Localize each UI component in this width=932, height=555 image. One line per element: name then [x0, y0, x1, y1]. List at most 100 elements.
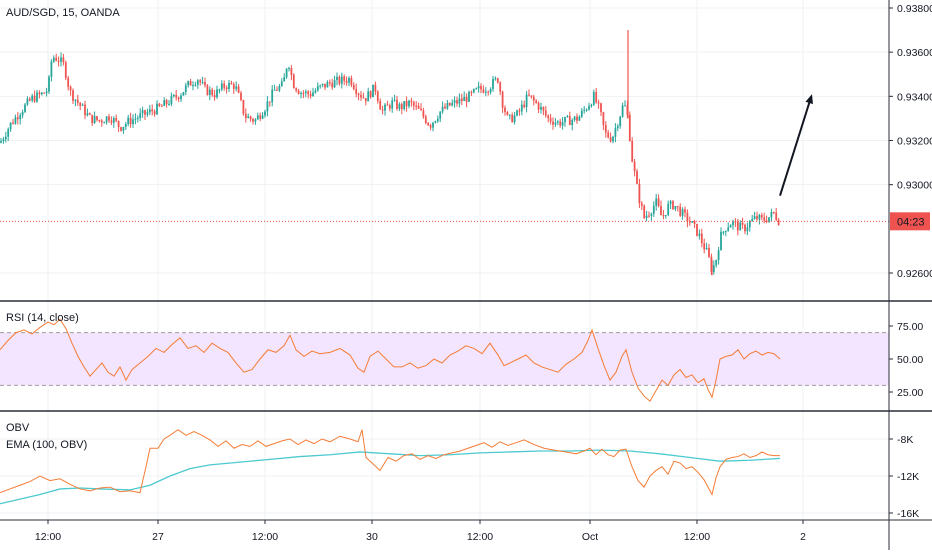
candle-down [643, 205, 646, 218]
rsi-tick-label: 75.00 [897, 321, 923, 333]
candle-down [638, 183, 641, 204]
candle-up [616, 126, 619, 129]
candle-up [340, 76, 343, 84]
candle-down [12, 122, 14, 124]
candle-up [271, 89, 274, 103]
candle-up [254, 119, 257, 122]
candle-down [480, 86, 482, 90]
price-axis[interactable]: 0.93800 0.93600 0.93400 0.93200 0.93000 0.926… [889, 3, 932, 520]
price-panel[interactable]: AUD/SGD, 15, OANDA [0, 7, 889, 276]
candle-up [722, 231, 725, 233]
price-tick-label: 0.93600 [897, 47, 932, 59]
candle-up [561, 122, 564, 126]
candle-down [523, 104, 526, 108]
rsi-band [0, 332, 889, 386]
candle-up [372, 84, 374, 98]
candle-down [67, 78, 70, 87]
candle-down [396, 99, 398, 109]
candle-down [33, 95, 36, 102]
candle-up [472, 89, 475, 93]
candle-up [655, 198, 658, 206]
candle-up [583, 109, 586, 111]
candle-down [290, 68, 293, 75]
candle-up [475, 88, 478, 90]
candle-up [19, 115, 22, 120]
candle-down [417, 105, 420, 109]
candle-up [436, 118, 439, 122]
candle-down [547, 115, 550, 118]
candle-up [384, 104, 386, 111]
candle-down [482, 89, 485, 93]
current-price-marker: 04:23 [890, 212, 930, 231]
candle-down [98, 120, 101, 122]
candle-down [535, 100, 538, 103]
candle-up [122, 126, 125, 131]
obv-panel[interactable]: OBV EMA (100, OBV) [0, 422, 781, 505]
candle-up [348, 77, 350, 83]
time-axis[interactable]: 12:00 27 12:00 30 12:00 Oct 12:00 2 [35, 520, 806, 543]
candle-down [544, 110, 547, 116]
time-tick-label: 12:00 [252, 531, 278, 543]
candle-up [691, 221, 694, 223]
candle-up [463, 96, 466, 101]
candle-up [398, 104, 401, 109]
candle-down [100, 120, 103, 123]
candle-down [684, 209, 686, 213]
candle-down [422, 110, 425, 117]
candle-down [424, 116, 427, 123]
candle-up [492, 79, 494, 89]
candle-down [357, 93, 360, 95]
obv-tick-label: -8K [897, 434, 913, 446]
candle-down [518, 110, 521, 112]
candle-up [753, 216, 756, 219]
candle-down [189, 81, 192, 86]
candle-up [619, 116, 622, 127]
candle-down [160, 105, 163, 107]
current-price-marker-bg [890, 212, 930, 231]
candle-up [2, 139, 5, 142]
candle-up [60, 57, 62, 62]
candle-up [36, 92, 38, 102]
candle-up [48, 76, 50, 92]
candle-down [400, 104, 403, 110]
candle-down [412, 102, 415, 106]
candle-up [403, 101, 406, 110]
candle-up [184, 85, 187, 93]
candle-up [81, 104, 84, 106]
candle-down [328, 81, 331, 84]
candle-up [578, 116, 581, 121]
candle-down [672, 201, 674, 210]
candle-down [249, 116, 252, 120]
candle-down [662, 215, 665, 217]
rsi-line [0, 318, 781, 403]
candle-up [612, 136, 614, 142]
obv-title: OBV [6, 422, 30, 434]
candle-up [758, 214, 761, 220]
rsi-panel[interactable]: RSI (14, close) [0, 312, 889, 403]
candle-down [576, 116, 578, 121]
candle-up [31, 95, 34, 101]
candle-up [228, 82, 230, 90]
candle-down [223, 83, 226, 88]
candle-up [24, 104, 26, 113]
candle-down [84, 104, 86, 116]
candle-up [432, 122, 434, 128]
candle-down [549, 117, 552, 122]
time-tick-label: 2 [800, 531, 806, 543]
candle-down [636, 171, 638, 184]
obv-tick-label: -16K [897, 508, 919, 520]
candle-up [698, 233, 701, 236]
candle-up [739, 222, 742, 231]
candle-down [120, 127, 122, 131]
candle-down [386, 104, 389, 106]
candle-down [693, 221, 696, 224]
candle-up [573, 116, 576, 120]
candle-up [314, 90, 317, 93]
candle-up [727, 227, 730, 231]
candle-down [465, 96, 468, 102]
candle-up [134, 118, 137, 120]
candle-up [127, 117, 130, 125]
candle-down [369, 91, 372, 98]
